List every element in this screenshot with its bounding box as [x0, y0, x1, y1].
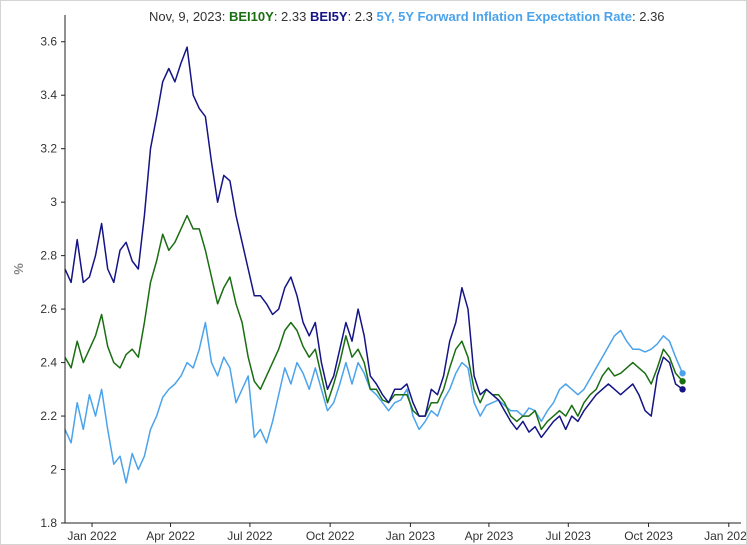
legend-bei10y-sep: :	[273, 9, 282, 24]
legend-bei5y-value: 2.3	[354, 9, 373, 24]
legend-fwd-name: 5Y, 5Y Forward Inflation Expectation Rat…	[376, 9, 633, 24]
x-tick-label: Apr 2023	[465, 529, 514, 543]
y-tick-label: 3.2	[40, 142, 57, 156]
series-line-bei5y	[64, 46, 684, 439]
x-tick-label: Jul 2022	[227, 529, 273, 543]
y-tick-label: 2	[50, 463, 57, 477]
x-ticks: Jan 2022 Apr 2022 Jul 2022 Oct 2022 Jan 2023…	[67, 523, 746, 543]
axis-layer	[64, 15, 741, 524]
y-tick-label: 1.8	[40, 516, 57, 530]
x-tick-label: Oct 2023	[624, 529, 673, 543]
y-tick-label: 2.4	[40, 356, 57, 370]
y-tick-label: 2.8	[40, 249, 57, 263]
y-axis-title: %	[11, 263, 26, 275]
series-end-marker-bei5y	[679, 386, 686, 393]
legend: Nov, 9, 2023: BEI10Y: 2.33 BEI5Y: 2.3 5Y…	[149, 9, 665, 24]
legend-bei10y-name: BEI10Y	[229, 9, 274, 24]
y-tick-label: 2.2	[40, 409, 57, 423]
y-tick-label: 3.6	[40, 35, 57, 49]
x-tick-label: Jan 2022	[67, 529, 117, 543]
x-tick-label: Jan 2024	[704, 529, 746, 543]
series-line-bei10y	[64, 214, 684, 431]
y-tick-label: 3	[50, 195, 57, 209]
series-end-marker-fwd	[679, 370, 686, 377]
legend-bei5y-name: BEI5Y	[309, 9, 348, 24]
x-tick-label: Jan 2023	[386, 529, 436, 543]
legend-bei5y-sep: :	[347, 9, 355, 24]
y-ticks: 1.8 2 2.2 2.4 2.6 2.8 3 3.2 3.4 3.6	[40, 35, 65, 530]
legend-fwd-value: 2.36	[639, 9, 665, 24]
legend-fwd-sep: :	[632, 9, 640, 24]
x-tick-label: Jul 2023	[546, 529, 592, 543]
legend-bei10y-value: 2.33	[281, 9, 307, 24]
y-tick-label: 2.6	[40, 302, 57, 316]
x-tick-label: Apr 2022	[146, 529, 195, 543]
y-tick-label: 3.4	[40, 88, 57, 102]
x-tick-label: Oct 2022	[306, 529, 355, 543]
series-layer	[64, 46, 686, 484]
series-end-marker-bei10y	[679, 378, 686, 385]
series-line-fwd	[64, 321, 684, 484]
legend-date: Nov, 9, 2023:	[149, 9, 226, 24]
